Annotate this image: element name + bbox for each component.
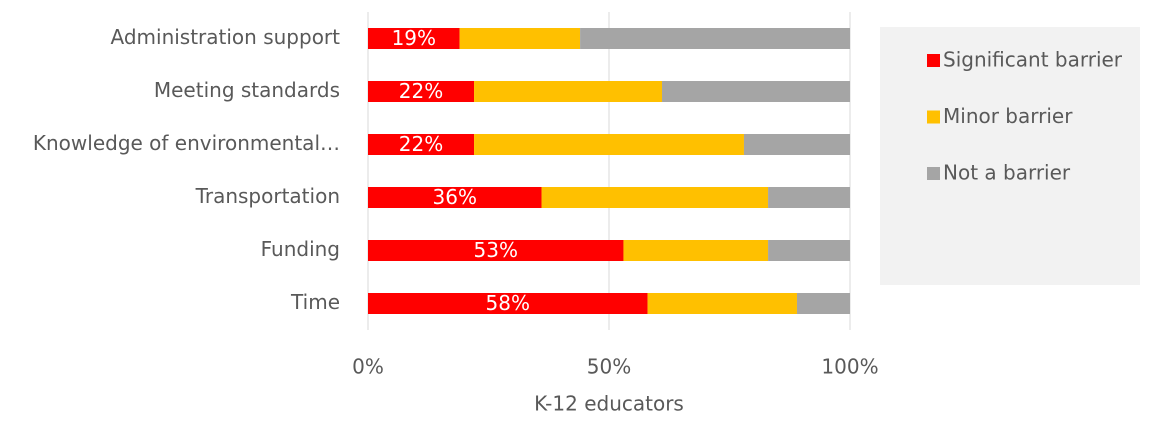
x-tick-label: 0% [352, 355, 384, 379]
legend-label: Minor barrier [943, 104, 1073, 128]
bar-segment [541, 187, 769, 208]
data-label: 19% [392, 26, 436, 50]
bar-segment [580, 28, 850, 49]
bar-segment [368, 81, 475, 102]
bar-segment [474, 134, 744, 155]
legend-label: Significant barrier [943, 48, 1123, 72]
bar-segment [474, 81, 663, 102]
bar-segment [368, 134, 475, 155]
legend-swatch [927, 110, 940, 124]
data-label: 53% [474, 238, 518, 262]
y-tick-label: Time [290, 290, 340, 314]
y-tick-label: Funding [261, 237, 340, 261]
bar-segment [796, 293, 850, 314]
bar-segment [368, 187, 542, 208]
legend-swatch [927, 167, 940, 180]
x-tick-label: 50% [587, 355, 631, 379]
y-tick-label: Knowledge of environmental… [33, 131, 340, 155]
bar-segment [743, 134, 850, 155]
bar-segment [368, 240, 624, 261]
bar-segment [647, 293, 797, 314]
bar-segment [459, 28, 581, 49]
data-label: 36% [433, 185, 477, 209]
x-tick-label: 100% [821, 355, 878, 379]
y-tick-label: Meeting standards [154, 78, 340, 102]
bar-segment [368, 28, 460, 49]
data-label: 58% [486, 291, 530, 315]
bar-segment [768, 187, 850, 208]
legend-box [880, 27, 1140, 285]
bar-segment [768, 240, 850, 261]
legend-swatch [927, 54, 940, 67]
legend-label: Not a barrier [943, 161, 1071, 185]
x-axis-title: K-12 educators [534, 392, 684, 416]
y-tick-label: Transportation [195, 184, 340, 208]
bar-segment [368, 293, 648, 314]
data-label: 22% [399, 79, 443, 103]
data-label: 22% [399, 132, 443, 156]
bar-segment [662, 81, 850, 102]
y-tick-label: Administration support [111, 25, 341, 49]
bar-segment [623, 240, 769, 261]
